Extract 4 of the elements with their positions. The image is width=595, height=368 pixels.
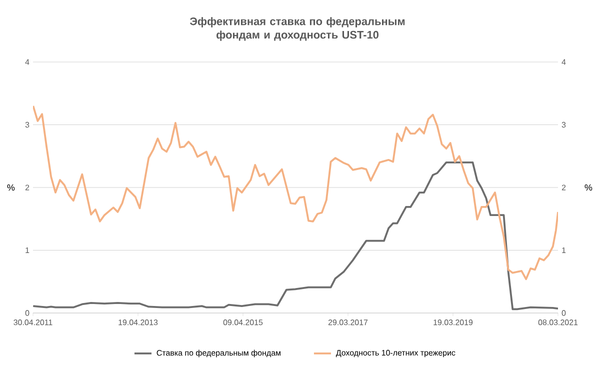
line-series	[33, 104, 558, 280]
chart-title: Эффективная ставка по федеральным фондам и доходность UST-10	[190, 17, 405, 41]
y-axis-title: %	[7, 184, 15, 191]
y2-axis-title: %	[584, 184, 592, 191]
